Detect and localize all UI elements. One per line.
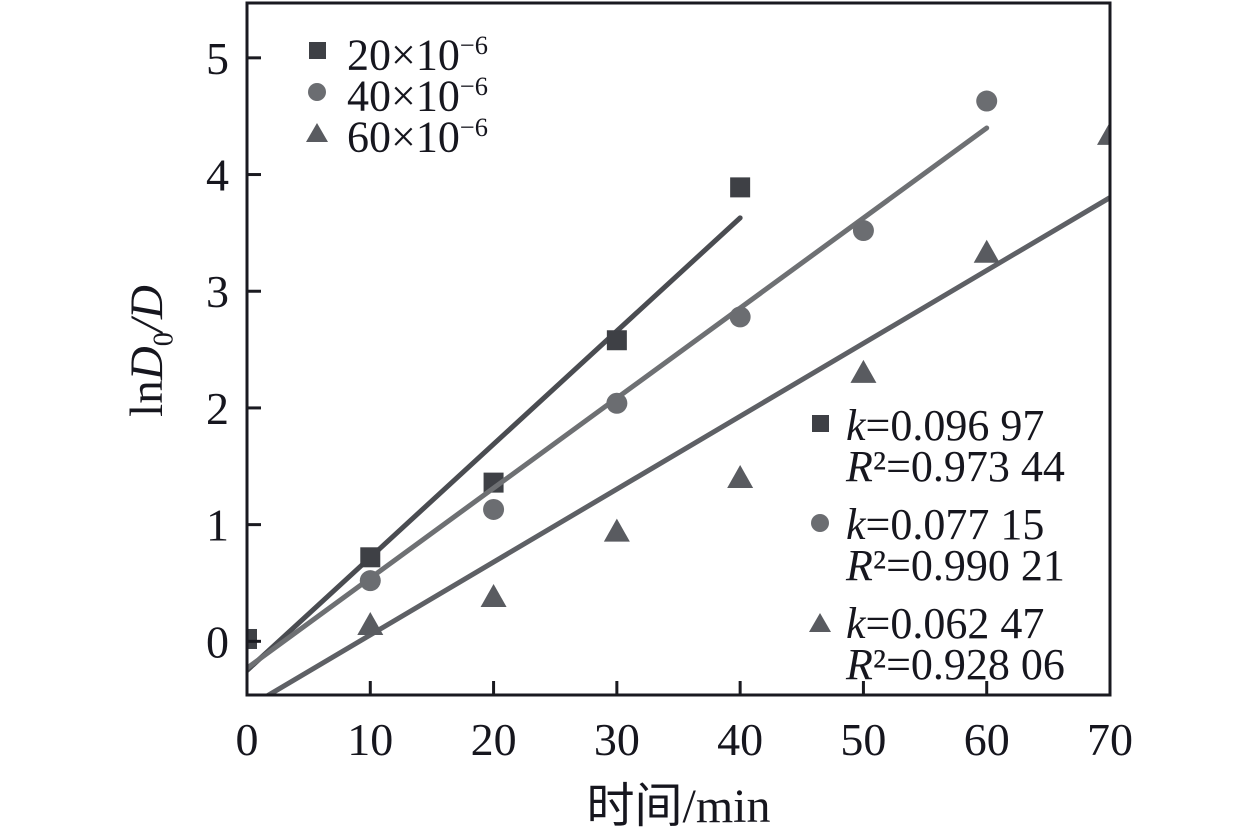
x-tick-label: 70 — [1087, 714, 1133, 765]
legend-label-base: 20×10 — [347, 30, 460, 80]
legend-label: 20×10−6 — [347, 25, 488, 77]
x-tick-label: 60 — [964, 714, 1010, 765]
y-tick-label: 3 — [206, 266, 229, 317]
legend-item-40e-6: 40×10−6 — [303, 71, 488, 118]
y-title-over-d: /D — [121, 285, 173, 333]
y-tick-label: 2 — [206, 383, 229, 434]
legend-marker-box — [303, 82, 331, 101]
r-squared-value: R²=0.973 44 — [846, 442, 1065, 491]
k-value: k=0.096 97 — [846, 401, 1045, 450]
legend-label-exponent: −6 — [459, 71, 488, 102]
legend-label: 40×10−6 — [347, 66, 488, 118]
y-title-d0: D — [121, 346, 173, 381]
y-tick-label: 4 — [206, 150, 229, 201]
y-axis-title: lnD0/D — [118, 221, 180, 481]
annotation-triangle: k=0.062 47 R²=0.928 06 — [806, 599, 1065, 689]
x-tick-label: 0 — [236, 714, 259, 765]
data-point-circle — [483, 498, 505, 520]
legend-marker-box — [303, 42, 331, 59]
legend-item-20e-6: 20×10−6 — [303, 30, 488, 77]
square-marker-icon — [811, 415, 829, 432]
data-point-circle — [606, 392, 628, 414]
data-point-square — [606, 330, 627, 351]
x-tick-label: 50 — [840, 714, 886, 765]
legend-label-base: 60×10 — [347, 112, 460, 162]
legend-label: 60×10−6 — [347, 107, 488, 159]
r-squared-value: R²=0.990 21 — [846, 541, 1065, 590]
fit-line-triangle — [263, 194, 1110, 695]
annotation-text: k=0.077 15 R²=0.990 21 — [846, 500, 1065, 590]
legend-label-base: 40×10 — [347, 71, 460, 121]
x-tick-label: 30 — [594, 714, 640, 765]
legend-label-exponent: −6 — [459, 112, 488, 143]
data-point-triangle — [357, 611, 384, 635]
data-point-square — [730, 177, 751, 198]
annotation-circle: k=0.077 15 R²=0.990 21 — [806, 500, 1065, 590]
legend-item-60e-6: 60×10−6 — [303, 112, 488, 159]
data-point-square — [483, 472, 504, 493]
annotation-square: k=0.096 97 R²=0.973 44 — [806, 401, 1065, 491]
data-point-triangle — [1097, 121, 1110, 145]
legend: 20×10−6 40×10−6 60×10−6 — [303, 30, 488, 159]
data-point-triangle — [603, 518, 630, 542]
data-point-triangle — [480, 583, 507, 607]
x-tick-label: 20 — [471, 714, 517, 765]
data-point-circle — [852, 220, 874, 242]
data-point-triangle — [850, 359, 877, 383]
annotation-marker-box — [806, 613, 834, 685]
data-point-triangle — [973, 239, 1000, 263]
circle-marker-icon — [811, 514, 829, 532]
fit-line-square — [247, 215, 743, 673]
data-point-circle — [729, 306, 751, 328]
data-point-square — [360, 547, 381, 568]
x-tick-label: 40 — [717, 714, 763, 765]
series-circle — [247, 90, 998, 671]
annotation-text: k=0.062 47 R²=0.928 06 — [846, 599, 1065, 689]
square-marker-icon — [308, 42, 326, 59]
legend-marker-box — [303, 123, 331, 142]
annotations: k=0.096 97 R²=0.973 44 k=0.077 15 R²=0.9… — [806, 401, 1065, 702]
data-point-circle — [359, 570, 381, 592]
annotation-text: k=0.096 97 R²=0.973 44 — [846, 401, 1065, 491]
k-value: k=0.062 47 — [846, 599, 1045, 648]
legend-label-exponent: −6 — [459, 30, 488, 61]
data-point-circle — [976, 90, 998, 112]
x-tick-label: 10 — [347, 714, 393, 765]
y-tick-label: 5 — [206, 33, 229, 84]
triangle-marker-icon — [306, 123, 328, 142]
series-square — [247, 177, 751, 673]
y-tick-label: 1 — [206, 500, 229, 551]
data-point-square — [247, 628, 257, 649]
x-axis-title: 时间/min — [586, 780, 771, 829]
y-title-ln: ln — [121, 380, 173, 417]
triangle-marker-icon — [809, 613, 831, 632]
annotation-marker-box — [806, 514, 834, 586]
y-tick-label: 0 — [206, 616, 229, 667]
data-point-triangle — [727, 464, 754, 488]
plot-border — [245, 1, 1112, 697]
k-value: k=0.077 15 — [846, 500, 1045, 549]
annotation-marker-box — [806, 415, 834, 487]
circle-marker-icon — [308, 82, 326, 101]
r-squared-value: R²=0.928 06 — [846, 640, 1065, 689]
series-triangle — [263, 121, 1110, 695]
y-title-sub0: 0 — [148, 332, 180, 347]
